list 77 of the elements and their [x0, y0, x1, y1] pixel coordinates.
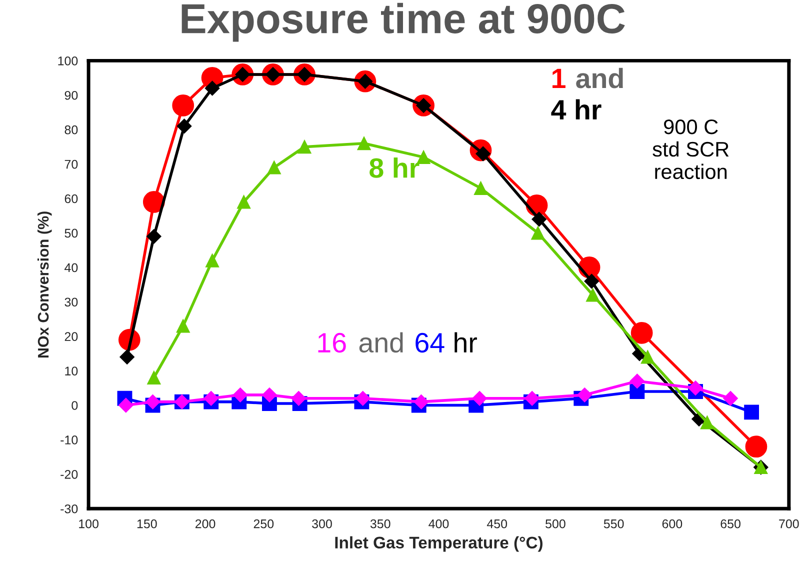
y-tick-label: 0 — [72, 401, 78, 410]
annotation: and — [576, 68, 623, 88]
x-tick-label: 600 — [662, 519, 682, 528]
y-tick-label: 60 — [64, 194, 78, 204]
point — [298, 140, 312, 154]
x-tick-label: 350 — [370, 519, 390, 528]
point — [723, 390, 738, 406]
y-axis-title: NOx Conversion (%) — [37, 212, 52, 358]
point — [176, 319, 190, 333]
y-tick-label: -10 — [60, 436, 78, 444]
point — [586, 288, 600, 302]
y-tick-label: 10 — [65, 366, 78, 376]
point — [745, 436, 768, 458]
point — [145, 394, 160, 410]
x-tick-label: 400 — [428, 519, 449, 528]
x-tick-label: 550 — [604, 519, 624, 528]
x-tick-label: 700 — [779, 519, 799, 528]
x-tick-label: 200 — [195, 519, 216, 528]
point — [355, 390, 370, 406]
point — [474, 181, 488, 195]
point — [744, 404, 760, 420]
point — [630, 374, 645, 389]
x-tick-label: 250 — [254, 519, 274, 528]
point — [120, 350, 134, 364]
x-tick-label: 300 — [312, 519, 332, 528]
point — [414, 394, 429, 410]
y-tick-label: 20 — [64, 332, 78, 342]
annotation: 900 C std SCR reaction — [652, 119, 729, 180]
point — [204, 80, 220, 96]
series-label: 64 — [416, 332, 444, 353]
y-tick-label: 30 — [64, 298, 78, 307]
point — [640, 350, 654, 364]
point — [142, 191, 165, 213]
x-tick-label: 150 — [137, 519, 157, 528]
point — [630, 384, 645, 399]
point — [204, 390, 219, 406]
point — [118, 398, 134, 413]
point — [232, 388, 248, 402]
point — [147, 370, 161, 384]
y-tick-label: 70 — [64, 160, 78, 169]
point — [267, 160, 281, 174]
series-label: 16 — [318, 332, 346, 353]
annotation: hr — [454, 332, 477, 352]
x-axis-title: Inlet Gas Temperature (°C) — [335, 536, 542, 552]
x-tick-label: 450 — [486, 519, 508, 528]
point — [577, 388, 592, 402]
series-label: 8 hr — [370, 157, 420, 178]
point — [172, 94, 194, 116]
text: 1 — [552, 68, 566, 88]
text: 4 hr — [551, 99, 602, 120]
y-tick-label: 100 — [58, 56, 78, 66]
point — [472, 390, 487, 406]
y-tick-label: 90 — [64, 90, 78, 100]
point — [630, 322, 653, 344]
point — [524, 390, 540, 406]
y-tick-label: 50 — [64, 228, 78, 238]
point — [531, 226, 545, 240]
point — [237, 195, 251, 209]
point — [700, 416, 714, 430]
annotation: and — [359, 332, 403, 353]
x-tick-label: 100 — [79, 519, 98, 528]
y-tick-label: 40 — [64, 263, 78, 272]
point — [176, 118, 192, 134]
point — [532, 212, 547, 227]
y-tick-label: 80 — [64, 125, 78, 134]
x-tick-label: 500 — [546, 519, 566, 528]
point — [262, 388, 277, 402]
y-tick-label: -20 — [60, 470, 78, 479]
point — [146, 229, 162, 244]
point — [584, 274, 600, 289]
chart-title: Exposure time at 900C — [182, 2, 625, 42]
point — [206, 254, 220, 268]
point — [357, 136, 371, 150]
point — [291, 390, 306, 406]
x-tick-label: 650 — [720, 519, 740, 528]
y-tick-label: -30 — [60, 504, 78, 514]
point — [688, 380, 703, 396]
